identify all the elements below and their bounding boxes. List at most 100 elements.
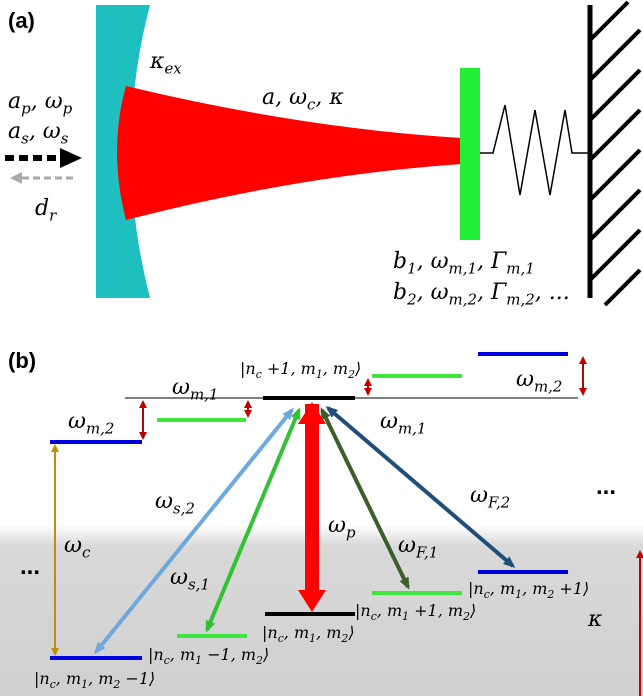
ellipsis: ...	[20, 553, 40, 580]
text-run: , m	[284, 623, 309, 642]
text-run: ω	[170, 565, 188, 590]
subscript: F,2	[487, 494, 510, 512]
subscript: 2	[340, 632, 348, 645]
text-run: |n	[240, 359, 256, 378]
text-run: −1⟩	[120, 669, 155, 688]
panel-b: (b) |nc +1, m1, m2⟩ ωm,1 ωm,2 ωm,1 ωm,2 …	[0, 348, 643, 696]
text-run: , m	[316, 623, 341, 642]
text-run: , ...	[535, 280, 570, 305]
text-run: a	[8, 89, 21, 114]
subscript: 2	[546, 588, 554, 601]
panel-a: (a) κex ap, ωp as, ωs dr a, ωc, κ b1, ωm…	[5, 2, 640, 309]
label: ωm,2	[516, 367, 562, 396]
text-run: −1, m	[202, 645, 256, 664]
subscript: m,1	[506, 260, 534, 278]
text-run: ⟩	[262, 645, 269, 664]
label: b2, ωm,2, Γm,2, ...	[393, 280, 570, 309]
text-run: , m	[490, 579, 515, 598]
text-run: ⟩	[469, 601, 476, 620]
label: ωm,2	[68, 409, 114, 438]
text-run: , ω	[417, 280, 449, 305]
text-run: ω	[470, 483, 488, 508]
text-run: ω	[68, 409, 86, 434]
text-run: |n	[34, 669, 50, 688]
text-run: +1, m	[262, 359, 316, 378]
text-run: +1, m	[409, 601, 463, 620]
panel-label: (b)	[8, 348, 36, 373]
text-run: ω	[398, 533, 416, 558]
text-run: b	[393, 249, 407, 274]
text-run: , Γ	[477, 280, 507, 305]
label: ωF,2	[470, 483, 510, 512]
text-run: , m	[323, 359, 348, 378]
text-run: |n	[468, 579, 484, 598]
subscript: s,1	[188, 576, 210, 594]
subscript: m,2	[86, 420, 114, 438]
subscript: F,1	[415, 544, 438, 562]
text-run: ω	[172, 375, 190, 400]
label: κex	[149, 49, 182, 78]
text-run: ⟩	[354, 359, 361, 378]
text-run: κ	[149, 49, 165, 74]
mechanical-mirror	[460, 68, 480, 240]
subscript: 1	[309, 632, 316, 645]
subscript: 1	[316, 368, 323, 381]
subscript: 2	[406, 291, 417, 309]
spring	[480, 105, 588, 195]
text-run: ω	[328, 513, 346, 538]
subscript: m,1	[190, 386, 218, 404]
subscript: 2	[347, 368, 355, 381]
text-run: ω	[64, 533, 82, 558]
text-run: |n	[148, 645, 164, 664]
subscript: 1	[407, 260, 417, 278]
subscript: s	[61, 130, 69, 148]
subscript: m,2	[534, 378, 562, 396]
subscript: 2	[462, 610, 470, 623]
label: ωm,1	[172, 375, 218, 404]
subscript: ex	[164, 60, 182, 78]
text-run: |n	[262, 623, 278, 642]
subscript: p	[63, 100, 73, 118]
panel-label: (a)	[8, 8, 35, 33]
text-run: +1⟩	[554, 579, 589, 598]
input-arrow-head	[60, 148, 82, 168]
label: b1, ωm,1, Γm,1	[393, 249, 535, 278]
label: ap, ωp	[8, 89, 73, 118]
text-run: , Γ	[477, 249, 507, 274]
label: ωp	[328, 513, 356, 542]
subscript: p	[346, 524, 356, 542]
wall-hatching	[590, 2, 640, 305]
subscript: m,1	[449, 260, 477, 278]
text-run: , m	[522, 579, 547, 598]
label: ωm,1	[380, 409, 426, 438]
text-run: , ω	[29, 119, 61, 144]
text-run: , m	[377, 601, 402, 620]
text-run: d	[35, 196, 49, 221]
label: dr	[35, 196, 57, 225]
subscript: 1	[81, 678, 88, 691]
label: as, ωs	[8, 119, 69, 148]
text-run: ⟩	[347, 623, 354, 642]
label: ωs,2	[155, 489, 195, 518]
text-run: ω	[380, 409, 398, 434]
text-run: a	[8, 119, 21, 144]
text-run: , m	[56, 669, 81, 688]
text-run: , ω	[417, 249, 449, 274]
subscript: 1	[515, 588, 522, 601]
subscript: m,2	[449, 291, 477, 309]
subscript: 1	[195, 654, 202, 667]
text-run: a, ω	[262, 85, 307, 110]
state-label: |nc +1, m1, m2⟩	[240, 359, 361, 381]
text-run: , m	[88, 669, 113, 688]
text-run: , m	[170, 645, 195, 664]
text-run: ω	[516, 367, 534, 392]
subscript: 2	[255, 654, 263, 667]
label: a, ωc, κ	[262, 85, 344, 114]
text-run: ω	[155, 489, 173, 514]
ellipsis: ...	[596, 473, 616, 500]
figure: (a) κex ap, ωp as, ωs dr a, ωc, κ b1, ωm…	[0, 0, 643, 696]
subscript: c	[82, 544, 91, 562]
subscript: s,2	[173, 500, 195, 518]
subscript: m,2	[506, 291, 534, 309]
state-label: |nc, m1, m2⟩	[262, 623, 355, 645]
